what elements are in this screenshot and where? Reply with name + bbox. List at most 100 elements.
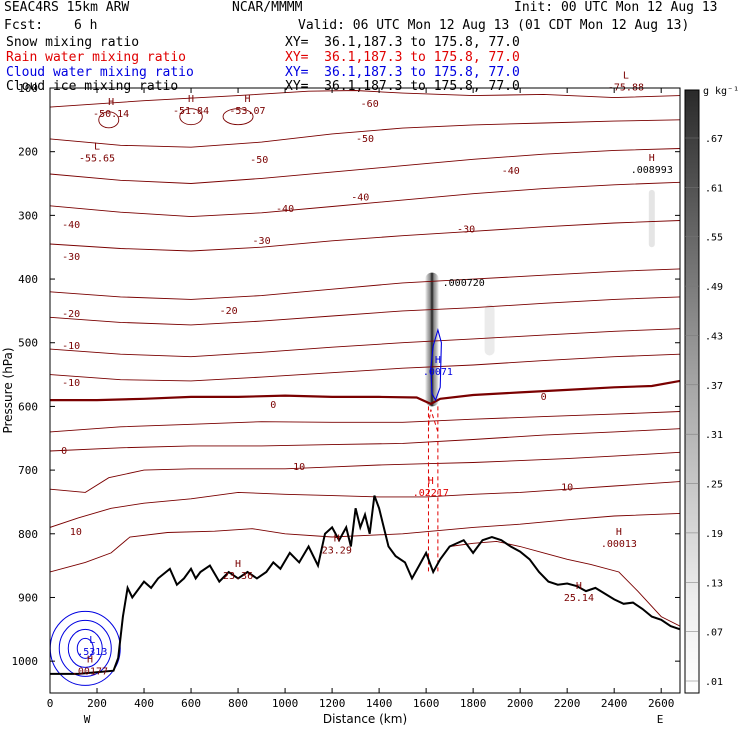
isotherm--20 [50,220,680,252]
contour-label: -30 [457,224,475,235]
extremum-marker: L [89,635,95,646]
isotherm--5 [50,353,680,382]
init-time: Init: 00 UTC Mon 12 Aug 13 [514,0,718,15]
colorbar-tick-label: .25 [705,480,723,491]
isotherm--20 [50,268,680,300]
extremum-marker: H [87,654,93,665]
colorbar-tick-label: .13 [705,578,723,589]
plot-frame [49,87,681,694]
contour-label: -40 [351,193,369,204]
extremum-value: -50.14 [93,109,129,120]
colorbar-tick-label: .37 [705,381,723,392]
field-rain-xy: XY= 36.1,187.3 to 175.8, 77.0 [285,50,520,65]
y-axis-title: Pressure (hPa) [1,347,15,433]
snow-mixing-ratio-plume [424,272,439,407]
forecast-label: Fcst: [4,18,44,33]
contour-label: -20 [62,309,80,320]
colorbar-tick-label: .55 [705,233,723,244]
field-ice-name: Cloud ice mixing ratio [6,79,179,94]
contour-label: -50 [356,134,374,145]
valid-time: Valid: 06 UTC Mon 12 Aug 13 (01 CDT Mon … [298,18,690,33]
x-tick-label: 400 [134,697,154,710]
x-tick-label: 1600 [413,697,440,710]
ice-plume [484,304,495,356]
y-tick-label: 900 [18,591,38,604]
extremum-value: .00177 [72,666,108,677]
isotherm--10 [50,328,680,358]
contour-label: -40 [62,220,80,231]
isotherm--50 [50,119,680,148]
y-tick-label: 300 [18,209,38,222]
extremum-value: -53.07 [229,106,265,117]
x-tick-label: 0 [47,697,54,710]
x-tick-label: 2000 [507,697,534,710]
field-snow-name: Snow mixing ratio [6,35,140,50]
y-tick-label: 600 [18,400,38,413]
rain-shaft-top [427,409,439,433]
contour-label: -40 [502,166,520,177]
organization: NCAR/MMMM [232,0,303,15]
extremum-value: 25.14 [564,593,594,604]
extremum-value: .000720 [443,278,485,289]
closed-contour-top [222,108,254,126]
extremum-marker: H [576,581,582,592]
y-tick-label: 700 [18,464,38,477]
isotherm-0 [50,379,680,406]
x-tick-label: 2400 [601,697,628,710]
colorbar-tick-label: .31 [705,430,723,441]
x-tick-label: 1000 [272,697,299,710]
extremum-marker: H [188,94,194,105]
y-tick-label: 500 [18,337,38,350]
x-tick-label: 600 [181,697,201,710]
x-tick-label: 2200 [554,697,581,710]
contour-label: -10 [62,378,80,389]
x-tick-label: 200 [87,697,107,710]
contour-label: -40 [276,204,294,215]
extremum-marker: H [108,97,114,108]
isotherm-10 [50,451,680,493]
contour-label: 10 [561,482,573,493]
closed-contour-top [179,108,203,126]
extremum-value: -55.65 [79,154,115,165]
contour-label: -60 [361,99,379,110]
contour-label: -10 [62,341,80,352]
extremum-value: .00013 [601,539,637,550]
isotherm-0 [50,428,680,452]
isotherm-15 [50,512,680,573]
colorbar-tick-label: .49 [705,282,723,293]
contour-label: 0 [270,400,276,411]
isotherm-10 [50,481,680,528]
cloud-water-low-arc [76,637,94,659]
contour-label: -30 [62,252,80,263]
x-tick-label: 800 [228,697,248,710]
terrain-line [50,495,680,675]
contour-label: -20 [220,306,238,317]
extremum-marker: H [235,559,241,570]
contour-label: -30 [253,236,271,247]
ice-plume-east [648,189,655,248]
isotherm-5 [50,411,680,433]
cloud-water-contour [430,327,442,402]
extremum-marker: L [94,142,100,153]
extremum-value: -51.84 [173,106,209,117]
contour-label: 10 [293,462,305,473]
extremum-value: 23.36 [223,571,253,582]
field-snow-xy: XY= 36.1,187.3 to 175.8, 77.0 [285,35,520,50]
colorbar-tick-label: .67 [705,134,723,145]
closed-contour-top [98,111,120,129]
extremum-marker: H [334,533,340,544]
x-end-label-west: W [84,713,91,726]
field-cloudwater-xy: XY= 36.1,187.3 to 175.8, 77.0 [285,65,520,80]
extremum-value: .5313 [77,647,107,658]
colorbar-tick-label: .01 [705,677,723,688]
extremum-value: .008993 [631,165,673,176]
cloud-water-low-arc [67,628,103,668]
extremum-value: .02217 [413,488,449,499]
isotherm--30 [50,181,680,218]
y-tick-label: 400 [18,273,38,286]
forecast-value: 6 h [74,18,98,33]
extremum-marker: H [649,153,655,164]
extremum-marker: H [435,355,441,366]
colorbar-tick-label: .07 [705,628,723,639]
